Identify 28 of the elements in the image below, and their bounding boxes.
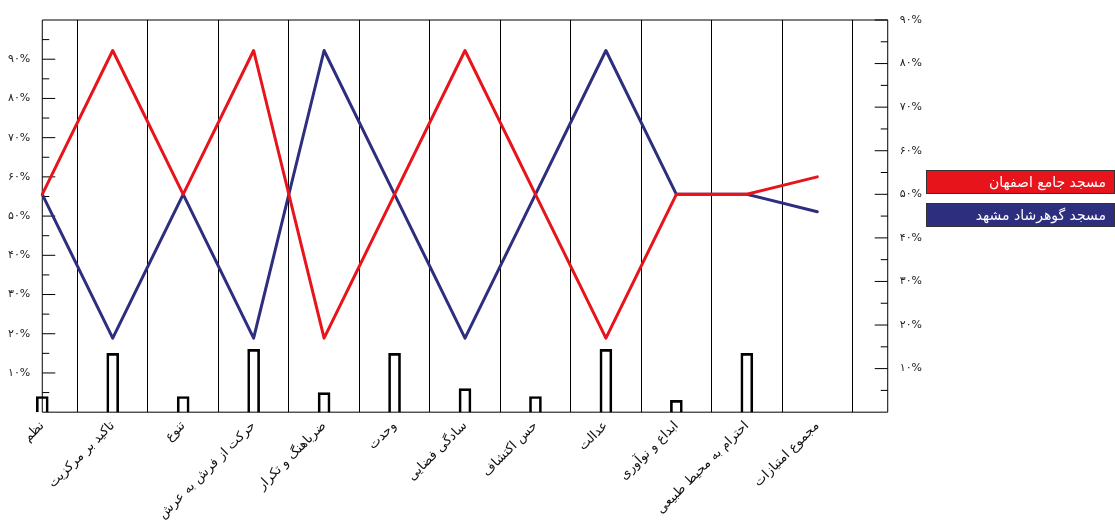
x-tick-label: وحدت xyxy=(364,417,400,453)
y2-tick-label: ۴۰% xyxy=(899,230,923,244)
y-tick-label: ۶۰% xyxy=(7,169,31,183)
x-tick-label: عدالت xyxy=(575,417,611,453)
y2-tick-label: ۹۰% xyxy=(899,12,923,26)
y2-tick-label: ۱۰% xyxy=(899,361,923,375)
y2-tick-label: ۸۰% xyxy=(899,56,923,70)
x-tick-label: سادگی فضایی xyxy=(403,417,470,484)
y2-tick-label: ۵۰% xyxy=(899,187,923,201)
y-tick-label: ۲۰% xyxy=(7,326,31,340)
x-tick-label: تنوع xyxy=(161,417,189,445)
y2-tick-label: ۷۰% xyxy=(899,100,923,114)
y-tick-label: ۱۰% xyxy=(7,365,31,379)
text: مسجد جامع اصفهان xyxy=(926,170,1115,194)
y-tick-label: ۴۰% xyxy=(7,248,31,262)
x-tick-label: حس اکتشاف xyxy=(478,417,541,480)
x-tick-label: ضرباهنگ و تکرار xyxy=(253,417,330,494)
y-tick-label: ۷۰% xyxy=(7,130,31,144)
y2-tick-label: ۶۰% xyxy=(899,143,923,157)
x-tick-label: ابداع و نوآوری xyxy=(615,416,682,484)
y2-tick-label: ۳۰% xyxy=(899,274,923,288)
y-tick-label: ۵۰% xyxy=(7,208,31,222)
y2-tick-label: ۲۰% xyxy=(899,317,923,331)
x-tick-label: مجموع امتیازات xyxy=(750,417,823,490)
text: مسجد گوهرشاد مشهد xyxy=(926,203,1115,227)
y-tick-label: ۳۰% xyxy=(7,287,31,301)
y-tick-label: ۹۰% xyxy=(7,52,31,66)
y-tick-label: ۸۰% xyxy=(7,91,31,105)
